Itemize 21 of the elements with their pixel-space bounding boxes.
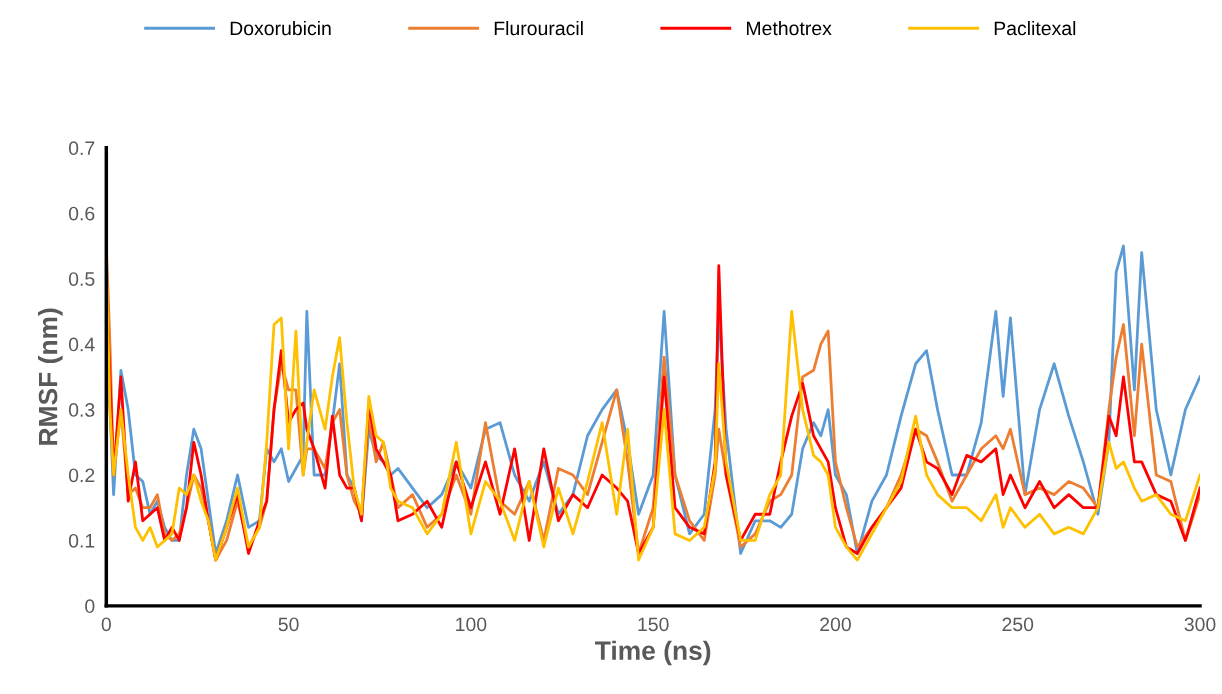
legend-label: Flurouracil: [494, 20, 583, 36]
x-tick-label: 0: [101, 617, 111, 632]
legend-label: Methotrex: [746, 20, 832, 36]
x-tick-label: 200: [820, 617, 851, 632]
y-tick-label: 0.4: [68, 337, 95, 352]
legend-label: Doxorubicin: [230, 20, 331, 36]
y-tick-label: 0.2: [68, 468, 95, 483]
y-tick-label: 0.5: [68, 272, 95, 286]
legend-label: Paclitexal: [994, 20, 1076, 36]
y-tick-label: 0.7: [68, 141, 95, 156]
y-tick-label: 0.6: [68, 206, 95, 221]
y-tick-label: 0.1: [68, 533, 95, 548]
x-tick-label: 50: [278, 617, 299, 632]
x-tick-label: 150: [638, 617, 669, 632]
x-tick-label: 300: [1184, 617, 1216, 632]
x-tick-label: 100: [456, 617, 487, 632]
y-tick-label: 0: [85, 599, 95, 614]
x-tick-label: 250: [1002, 617, 1034, 632]
y-axis-title: RMSF (nm): [38, 308, 63, 445]
y-tick-label: 0.3: [68, 403, 95, 417]
x-axis-title: Time (ns): [595, 640, 711, 666]
